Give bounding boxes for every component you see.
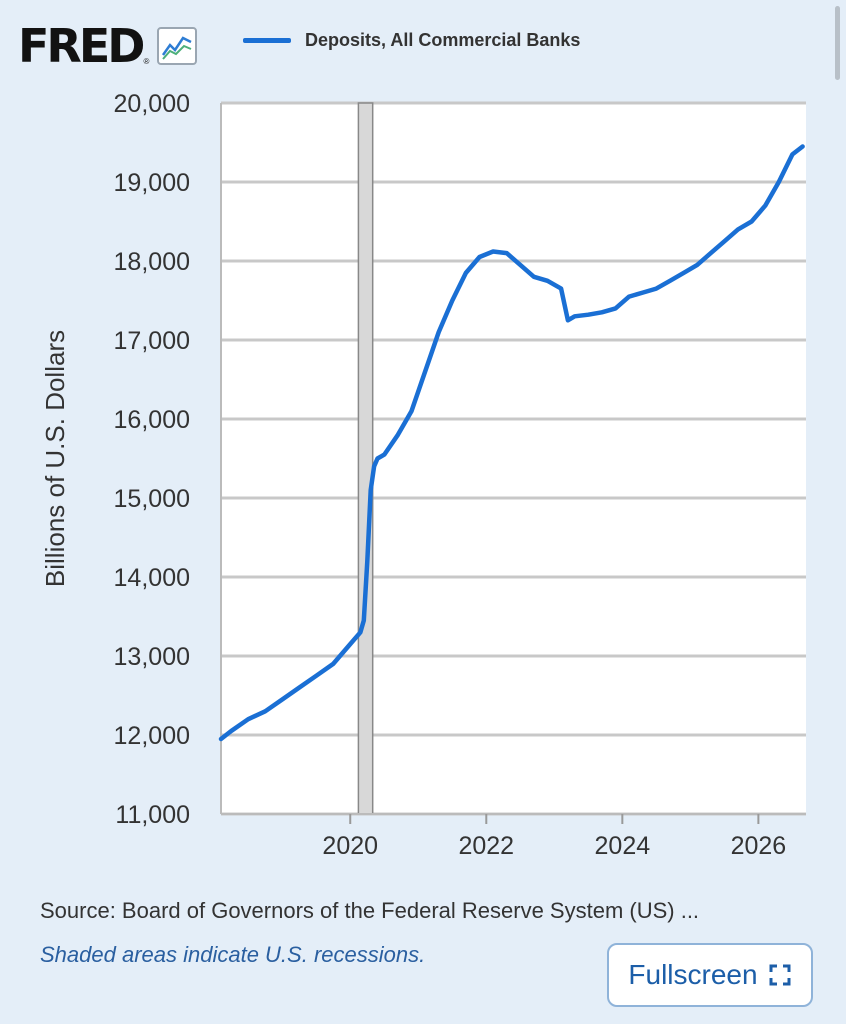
legend-swatch [243,38,291,43]
y-tick-label: 19,000 [114,169,190,197]
fullscreen-label: Fullscreen [628,959,758,990]
line-chart-icon [157,27,198,65]
y-tick-label: 20,000 [114,90,190,118]
fullscreen-button[interactable]: Fullscreen [607,943,813,1007]
y-tick-label: 12,000 [114,722,190,750]
y-tick-label: 13,000 [114,643,190,671]
x-tick-label: 2020 [322,832,378,860]
line-chart: 11,000 12,000 13,000 14,000 15,000 16,000 17,0… [40,90,806,860]
recession-band [357,102,374,815]
y-tick-label: 16,000 [114,406,190,434]
y-tick-label: 15,000 [114,485,190,513]
x-tick-label: 2024 [595,832,651,860]
registered-mark: ® [143,57,150,66]
scrollbar[interactable] [835,6,840,80]
source-text: Source: Board of Governors of the Federa… [40,898,700,923]
y-tick-label: 11,000 [115,801,190,829]
y-axis-label: Billions of U.S. Dollars [40,330,70,587]
chart-legend: Deposits, All Commercial Banks [243,30,580,51]
fred-logo-group[interactable]: FRED ® [18,19,198,73]
y-tick-label: 14,000 [114,564,190,592]
y-tick-label: 17,000 [114,327,190,355]
y-tick-label: 18,000 [114,248,190,276]
legend-label: Deposits, All Commercial Banks [305,30,581,50]
expand-icon [769,964,791,986]
recession-note: Shaded areas indicate U.S. recessions. [40,942,426,967]
plot-area [221,103,806,814]
series-line [218,144,805,742]
x-tick-label: 2026 [731,832,787,860]
x-tick-label: 2022 [458,832,514,860]
fred-logo: FRED [18,19,145,73]
